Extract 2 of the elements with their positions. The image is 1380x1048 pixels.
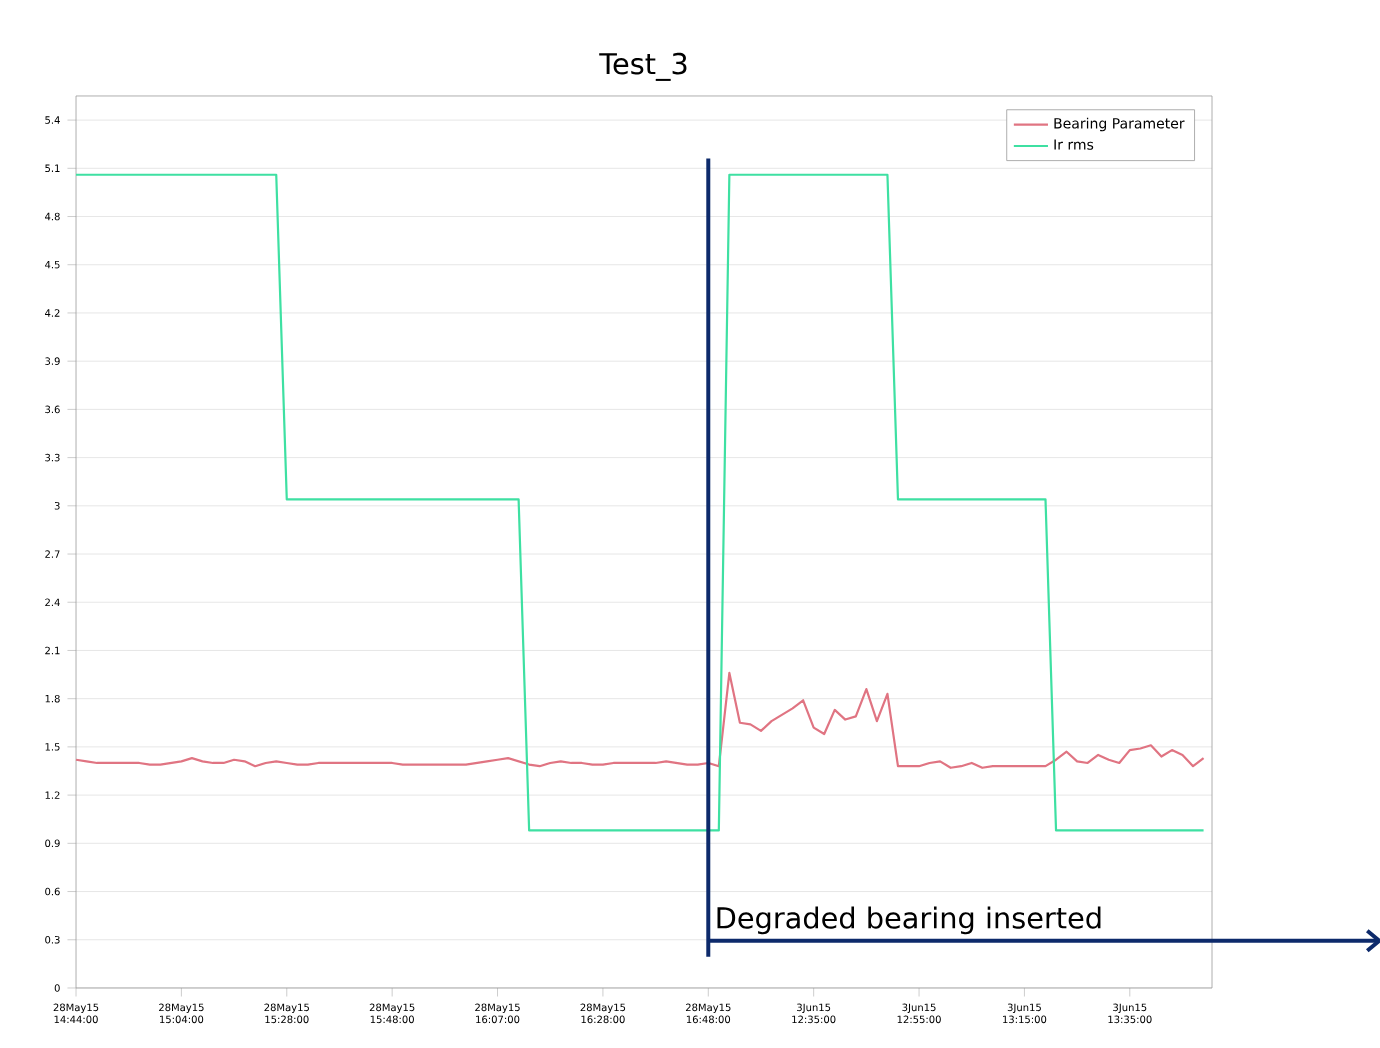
ref-line-label: Degraded bearing inserted	[717, 906, 1101, 935]
chart-title: Test_3	[599, 52, 687, 81]
